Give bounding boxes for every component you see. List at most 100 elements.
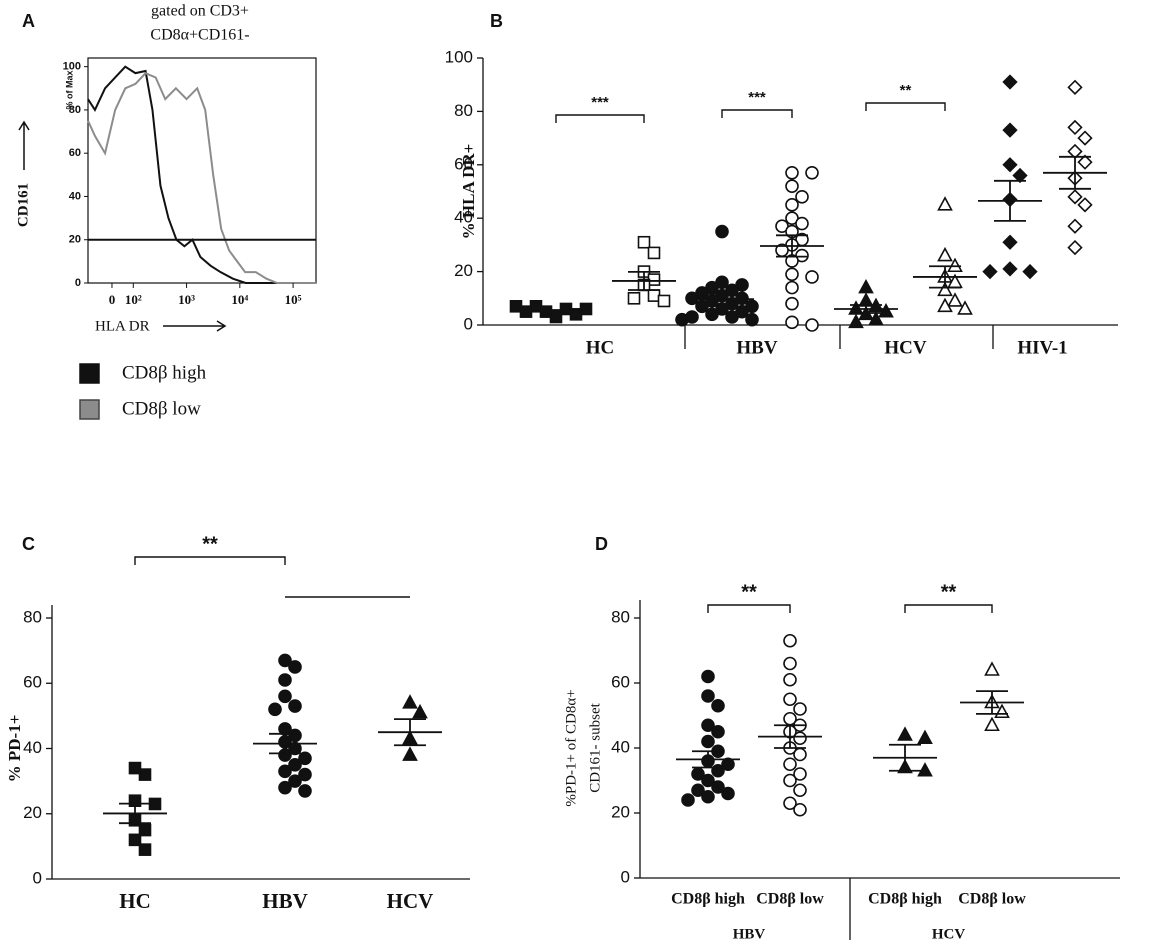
- sem-bar: [774, 724, 806, 749]
- y-tick-label: 20: [23, 803, 42, 822]
- sem-bar: [976, 690, 1008, 715]
- point: [897, 726, 913, 741]
- group-label: HBV: [733, 926, 766, 942]
- significance-label: **: [900, 82, 912, 99]
- point: [402, 746, 418, 761]
- x-tick-label: 10⁵: [285, 292, 302, 307]
- point: [691, 783, 705, 798]
- point: [268, 702, 282, 717]
- column-label: CD8β low: [756, 891, 824, 908]
- group-label: HCV: [932, 926, 966, 942]
- sem-bar: [628, 270, 660, 291]
- y-tick-label: 80: [611, 607, 630, 626]
- point: [705, 307, 719, 322]
- panel-letter: D: [595, 534, 608, 554]
- point: [298, 767, 312, 782]
- point: [937, 246, 953, 262]
- sem-bar: [706, 292, 738, 306]
- point: [868, 310, 884, 326]
- y-tick-label: 80: [23, 607, 42, 626]
- point: [278, 764, 292, 779]
- point: [1067, 189, 1083, 205]
- point: [701, 689, 715, 703]
- sem-bar: [850, 304, 882, 314]
- point: [278, 653, 292, 668]
- point: [1002, 157, 1018, 173]
- x-tick-label: 10²: [125, 292, 142, 307]
- significance-label: **: [741, 581, 757, 603]
- point: [128, 833, 142, 847]
- point: [1067, 239, 1083, 256]
- y-tick-label: 20: [611, 802, 630, 821]
- point: [805, 318, 819, 332]
- significance-bracket: [707, 604, 791, 613]
- sem-bar: [994, 179, 1026, 222]
- y-tick-label: 60: [23, 673, 42, 692]
- column-label: CD8β low: [958, 891, 1026, 908]
- point: [579, 302, 593, 316]
- point: [793, 747, 807, 762]
- panel-letter: B: [490, 11, 503, 31]
- y-tick-label: 40: [23, 738, 42, 757]
- point: [957, 300, 973, 315]
- point: [783, 773, 797, 788]
- point: [848, 313, 864, 329]
- x-tick-label: 10⁴: [231, 292, 248, 307]
- point: [695, 299, 709, 314]
- point: [937, 281, 953, 297]
- point: [783, 656, 797, 671]
- y-tick-label: 60: [69, 147, 81, 159]
- point: [785, 267, 799, 282]
- y-tick-label: 100: [63, 61, 81, 73]
- point: [1077, 197, 1093, 213]
- group-label: HCV: [884, 337, 927, 358]
- y-tick-label: 0: [33, 868, 42, 887]
- sem-bar: [776, 234, 808, 258]
- sem-bar: [394, 718, 426, 747]
- panel-letter: C: [22, 534, 35, 554]
- significance-label: **: [202, 533, 218, 555]
- group-label: HC: [119, 889, 151, 913]
- point: [701, 789, 715, 804]
- point: [785, 179, 799, 193]
- group-label: HC: [586, 337, 615, 358]
- point: [1002, 234, 1018, 250]
- point: [805, 270, 819, 284]
- point: [138, 843, 152, 856]
- y-tick-label: 80: [69, 104, 81, 116]
- x-arrow: [163, 320, 227, 332]
- legend-label: CD8β high: [122, 362, 207, 383]
- point: [785, 296, 799, 311]
- point: [783, 672, 797, 687]
- point: [278, 673, 292, 687]
- point: [288, 774, 302, 788]
- point: [793, 702, 807, 716]
- y-tick-label: 40: [611, 737, 630, 756]
- point: [711, 780, 725, 794]
- plot-frame: [87, 57, 317, 284]
- histogram-line: [87, 71, 316, 284]
- sem-bar: [929, 265, 961, 289]
- group-label: HBV: [262, 889, 308, 913]
- point: [982, 263, 998, 280]
- point: [657, 294, 671, 308]
- group-label: HBV: [736, 337, 777, 358]
- point: [1077, 154, 1093, 170]
- point: [278, 689, 292, 704]
- point: [288, 758, 302, 772]
- point: [681, 793, 695, 807]
- point: [947, 292, 963, 307]
- sem-bar: [269, 732, 301, 755]
- point: [937, 297, 953, 313]
- significance-label: **: [941, 581, 957, 603]
- point: [298, 784, 312, 798]
- y-tick-label: 0: [621, 867, 630, 886]
- point: [701, 718, 715, 733]
- histogram-line: [87, 65, 316, 284]
- point: [288, 741, 302, 756]
- panel-letter: A: [22, 11, 35, 31]
- point: [793, 731, 807, 746]
- point: [721, 786, 735, 801]
- point: [783, 633, 797, 648]
- significance-label: ***: [748, 89, 766, 106]
